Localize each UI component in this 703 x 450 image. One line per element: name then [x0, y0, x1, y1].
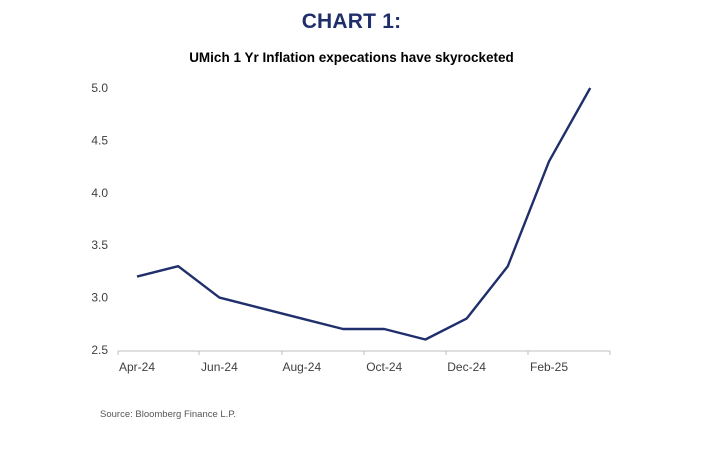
chart-subtitle: UMich 1 Yr Inflation expecations have sk…: [189, 50, 514, 65]
y-tick-label: 4.5: [91, 133, 108, 147]
chart-title: CHART 1:: [301, 10, 402, 33]
series-line: [136, 87, 592, 341]
x-tick-label: Aug-24: [282, 360, 321, 374]
y-tick-label: 3.5: [91, 238, 108, 252]
x-tick-label: Jun-24: [201, 360, 238, 374]
source-note: Source: Bloomberg Finance L.P.: [100, 409, 237, 420]
x-tick-label: Apr-24: [119, 360, 155, 374]
y-tick-label: 4.0: [91, 186, 108, 200]
y-tick-label: 2.5: [91, 343, 108, 357]
x-tick-label: Dec-24: [447, 360, 486, 374]
y-tick-label: 5.0: [91, 81, 108, 95]
x-tick-label: Feb-25: [530, 360, 568, 374]
x-axis: Apr-24 Jun-24 Aug-24 Oct-24 Dec-24 Feb-25: [117, 350, 611, 374]
y-axis: 2.5 3.0 3.5 4.0 4.5 5.0: [91, 81, 108, 357]
x-tick-label: Oct-24: [366, 360, 402, 374]
y-tick-label: 3.0: [91, 291, 108, 305]
series-group: [136, 87, 592, 341]
